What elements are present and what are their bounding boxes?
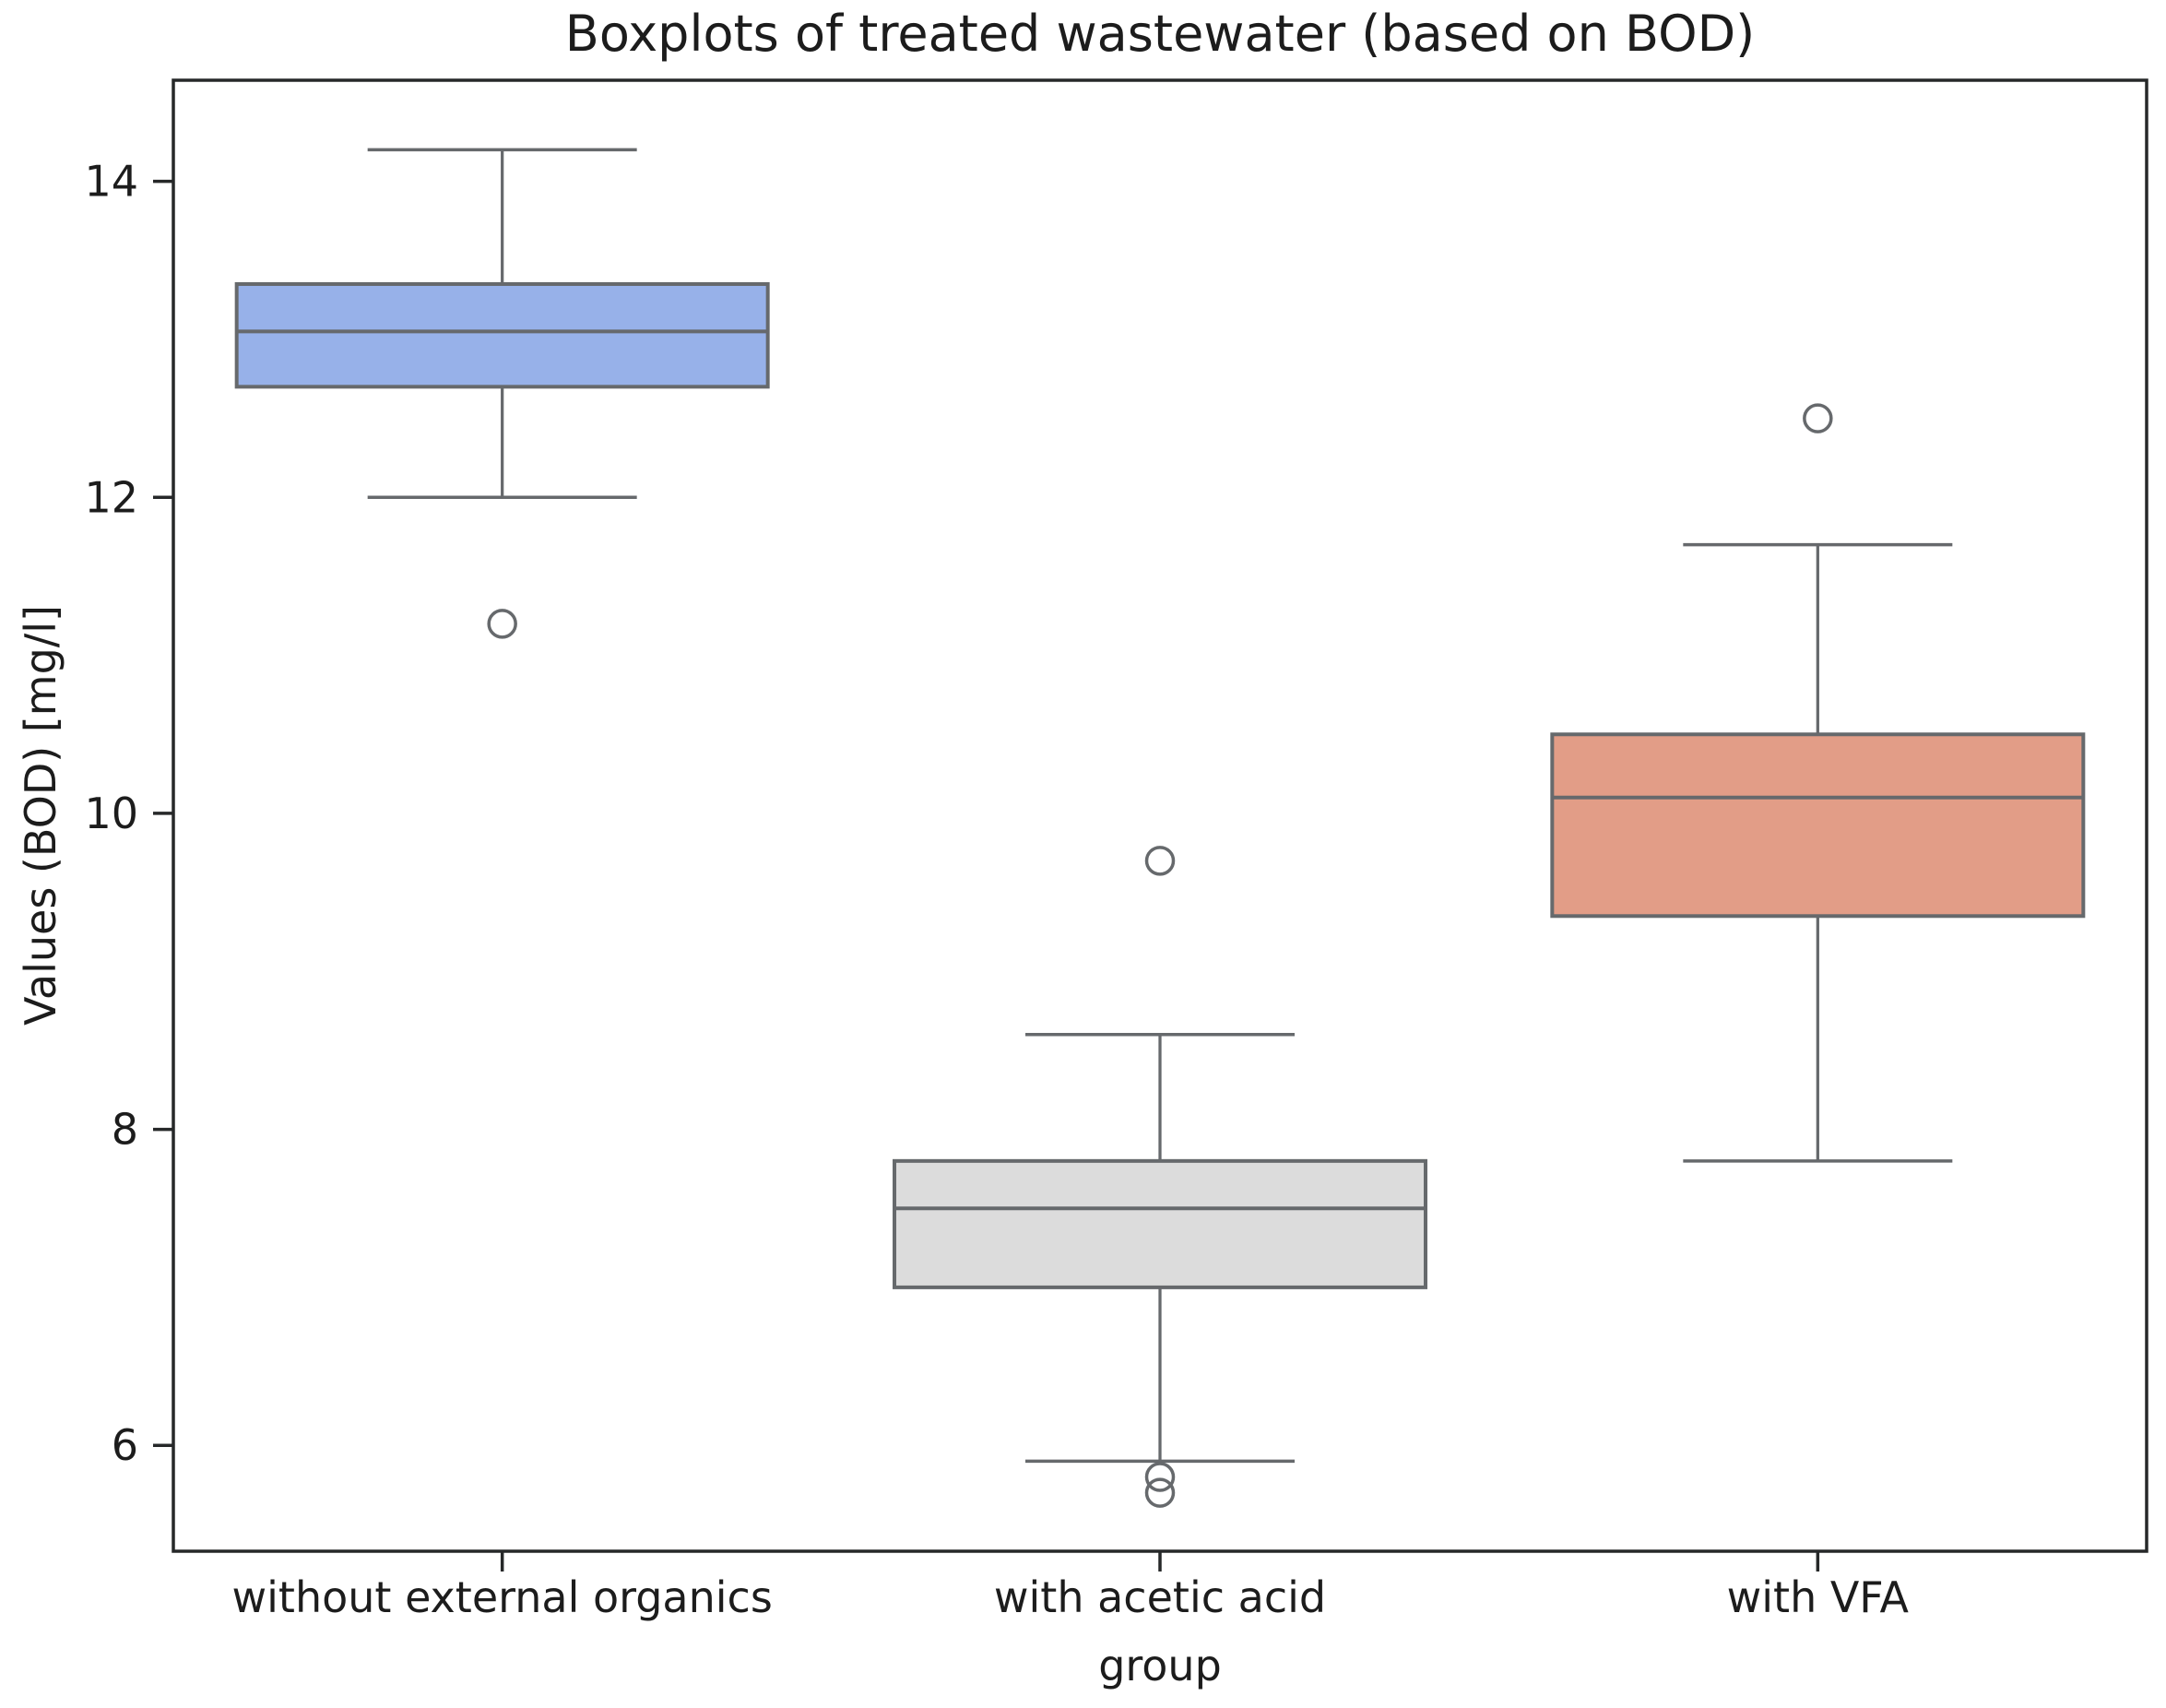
y-tick-label: 14: [84, 157, 138, 207]
outlier-point: [487, 609, 517, 639]
y-tick-label: 6: [112, 1420, 138, 1470]
iqr-box: [1550, 732, 2086, 919]
outlier-point: [1803, 403, 1833, 433]
boxplot-group: [893, 846, 1427, 1508]
y-tick-label: 8: [112, 1105, 138, 1155]
outlier-point: [1144, 846, 1176, 876]
chart-title: Boxplots of treated wastewater (based on…: [564, 5, 1756, 63]
y-axis-label: Values (BOD) [mg/l]: [16, 605, 65, 1026]
boxplot-group: [1550, 403, 2086, 1163]
iqr-box: [234, 282, 770, 389]
outlier-point: [1144, 1462, 1176, 1492]
x-axis-label: group: [1098, 1641, 1222, 1690]
y-tick-label: 12: [84, 472, 138, 522]
x-tick-label: with acetic acid: [994, 1572, 1326, 1622]
y-tick-label: 10: [84, 789, 138, 838]
boxplot-group: [234, 148, 770, 639]
iqr-box: [893, 1158, 1427, 1289]
x-tick-label: without external organics: [232, 1572, 773, 1622]
x-tick-label: with VFA: [1727, 1572, 1910, 1622]
outlier-point: [1144, 1477, 1176, 1508]
